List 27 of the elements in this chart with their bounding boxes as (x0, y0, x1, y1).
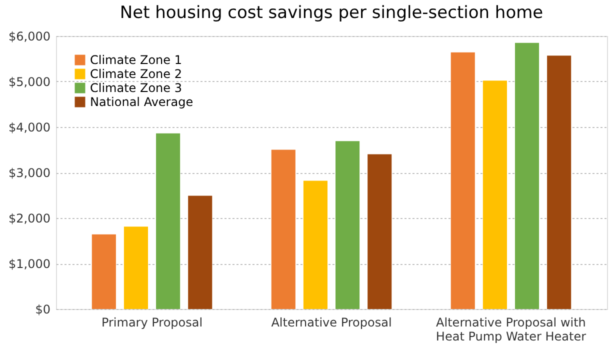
bar (92, 234, 116, 309)
legend-label: National Average (90, 95, 194, 109)
bar (482, 80, 507, 309)
bar (156, 133, 180, 309)
y-tick-label: $6,000 (8, 30, 50, 44)
bar (547, 56, 572, 309)
legend-label: Climate Zone 3 (90, 81, 182, 95)
x-tick-label: Primary Proposal (101, 316, 203, 330)
bar (124, 226, 148, 309)
legend-label: Climate Zone 1 (90, 53, 182, 67)
x-tick-label: Alternative Proposal (271, 316, 392, 330)
bar (368, 154, 392, 309)
bar (303, 180, 328, 309)
bar (514, 42, 540, 309)
chart-title: Net housing cost savings per single-section home (120, 3, 544, 23)
bar (271, 150, 296, 309)
y-tick-label: $1,000 (8, 257, 50, 271)
y-tick-label: $3,000 (8, 166, 50, 180)
bar (450, 52, 475, 309)
x-tick-label: Alternative Proposal with Heat Pump Water Heater (436, 316, 586, 344)
bar (336, 141, 360, 309)
y-tick-label: $4,000 (8, 120, 50, 134)
y-tick-label: $2,000 (8, 212, 50, 226)
legend-label: Climate Zone 2 (90, 67, 182, 81)
y-tick-label: $5,000 (8, 75, 50, 89)
bar (188, 196, 212, 309)
y-tick-label: $0 (35, 302, 50, 316)
